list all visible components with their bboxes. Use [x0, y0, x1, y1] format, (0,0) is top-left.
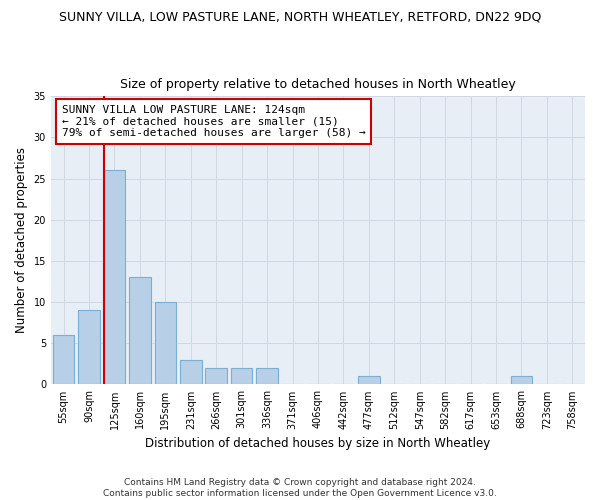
- Bar: [129, 278, 151, 384]
- Bar: [53, 335, 74, 384]
- Bar: [358, 376, 380, 384]
- Bar: [256, 368, 278, 384]
- Text: Contains HM Land Registry data © Crown copyright and database right 2024.
Contai: Contains HM Land Registry data © Crown c…: [103, 478, 497, 498]
- Bar: [511, 376, 532, 384]
- Text: SUNNY VILLA LOW PASTURE LANE: 124sqm
← 21% of detached houses are smaller (15)
7: SUNNY VILLA LOW PASTURE LANE: 124sqm ← 2…: [62, 105, 365, 138]
- Bar: [104, 170, 125, 384]
- Bar: [155, 302, 176, 384]
- Title: Size of property relative to detached houses in North Wheatley: Size of property relative to detached ho…: [120, 78, 516, 91]
- Bar: [180, 360, 202, 384]
- Bar: [231, 368, 253, 384]
- Bar: [205, 368, 227, 384]
- Bar: [78, 310, 100, 384]
- Y-axis label: Number of detached properties: Number of detached properties: [15, 148, 28, 334]
- Text: SUNNY VILLA, LOW PASTURE LANE, NORTH WHEATLEY, RETFORD, DN22 9DQ: SUNNY VILLA, LOW PASTURE LANE, NORTH WHE…: [59, 10, 541, 23]
- X-axis label: Distribution of detached houses by size in North Wheatley: Distribution of detached houses by size …: [145, 437, 491, 450]
